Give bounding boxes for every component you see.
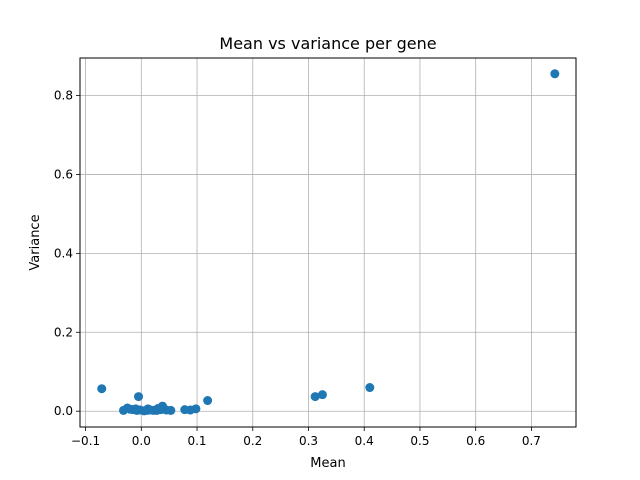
x-tick-label: 0.3 [299,434,318,448]
data-point [118,405,128,415]
data-point [550,69,560,79]
data-point [180,405,190,415]
x-tick-label: −0.1 [71,434,100,448]
data-point [134,392,144,402]
y-tick-label: 0.8 [54,88,73,102]
x-tick-label: 0.6 [466,434,485,448]
data-point [143,404,153,414]
x-tick-label: 0.7 [522,434,541,448]
y-tick-label: 0.2 [54,325,73,339]
x-axis-label: Mean [310,456,345,471]
y-axis-label: Variance [28,214,43,270]
x-tick-label: 0.5 [410,434,429,448]
chart-title: Mean vs variance per gene [219,34,436,53]
data-point [310,392,320,402]
points-layer [97,69,560,416]
data-point [203,396,213,406]
y-tick-label: 0.0 [54,404,73,418]
x-tick-label: 0.0 [132,434,151,448]
grid-layer [80,58,576,427]
data-point [365,383,375,393]
plot-frame [79,57,577,428]
x-tick-label: 0.2 [243,434,262,448]
y-tick-label: 0.6 [54,167,73,181]
y-tick-label: 0.4 [54,246,73,260]
ticks-layer: −0.1 0.0 0.1 0.2 0.3 0.4 0.5 0.6 0.7 0.0 0.2 0.4 0.6… [54,88,541,448]
data-point [97,384,107,394]
x-tick-label: 0.1 [187,434,206,448]
data-point [153,403,163,413]
x-tick-label: 0.4 [355,434,374,448]
data-point [317,390,327,400]
data-point [131,404,141,414]
